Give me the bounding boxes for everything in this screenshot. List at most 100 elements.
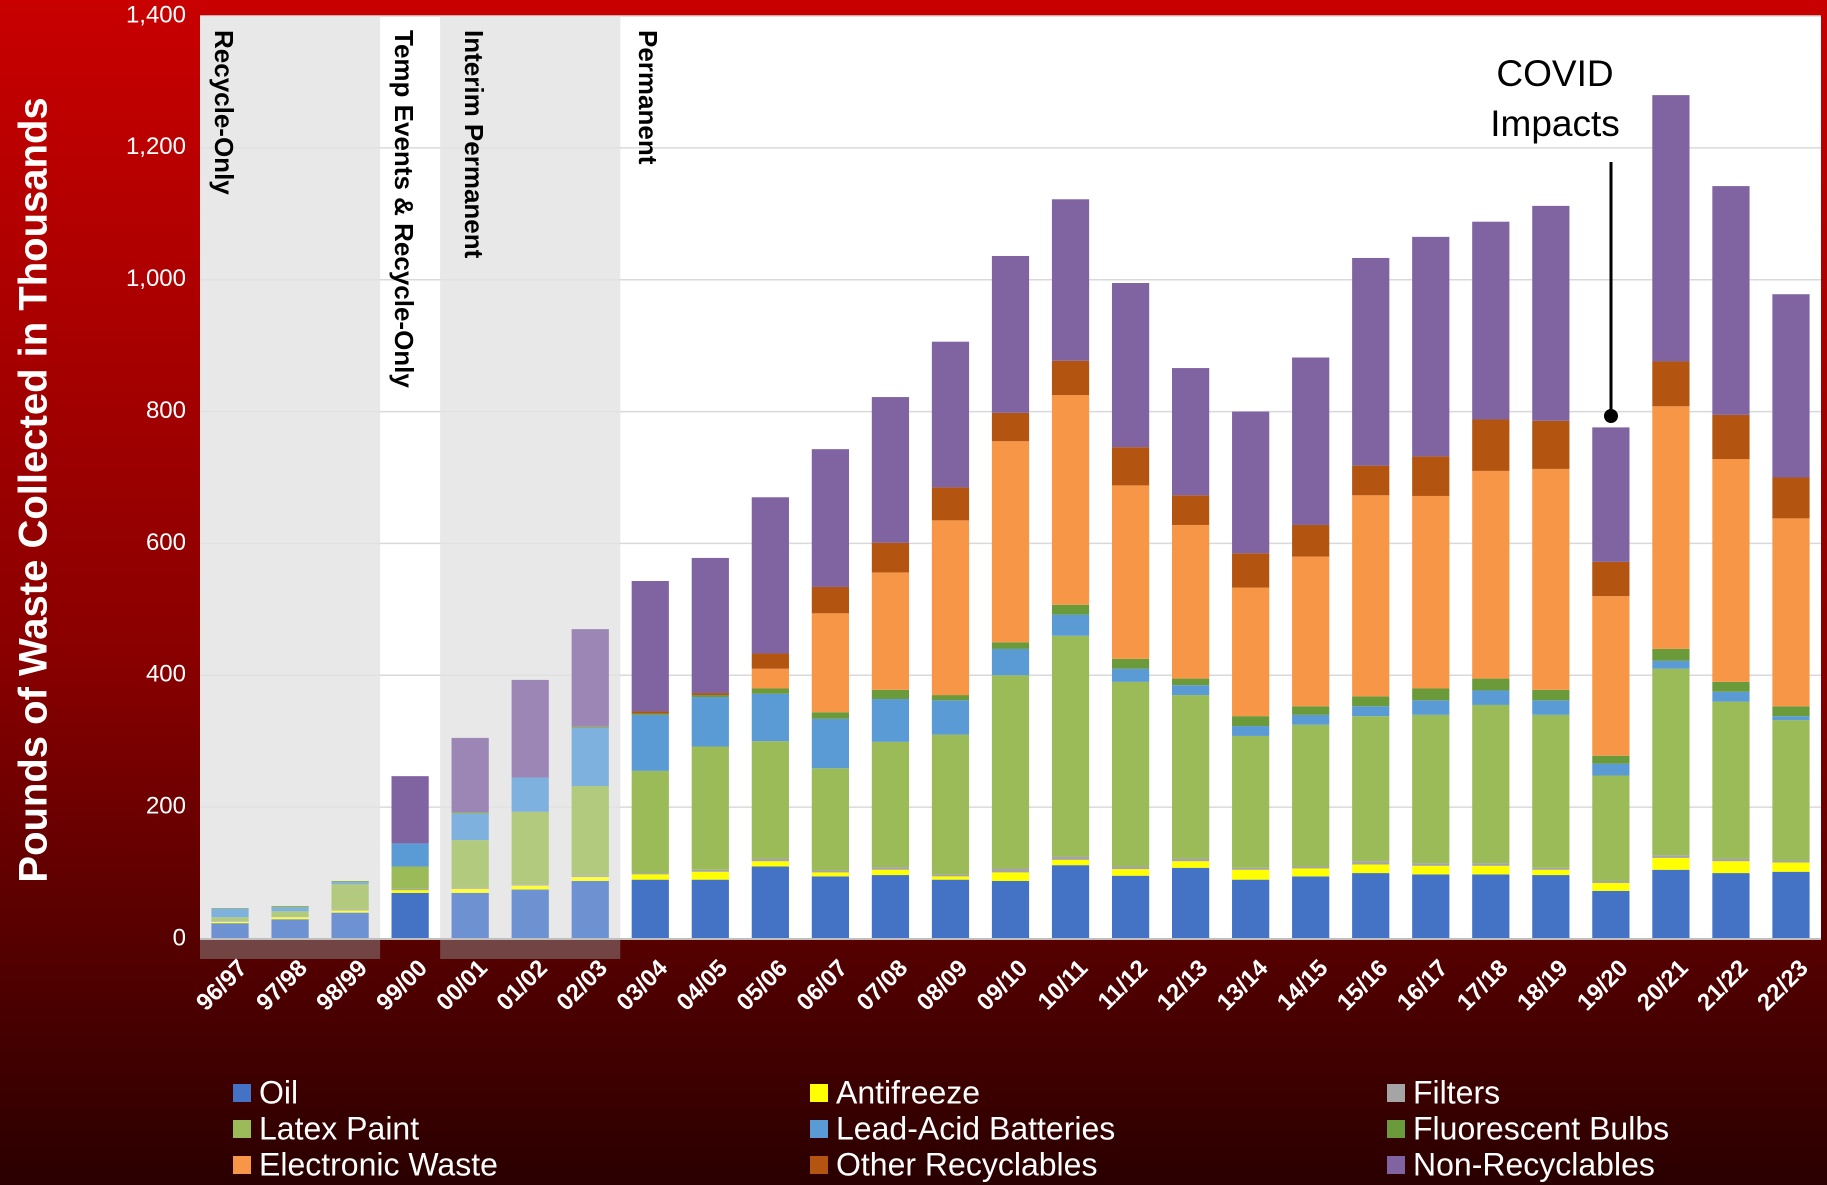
bar-segment xyxy=(331,882,369,885)
bar-segment xyxy=(1232,735,1270,868)
bar-segment xyxy=(1051,395,1090,605)
y-axis-title: Pounds of Waste Collected in Thousands xyxy=(12,97,56,882)
bar-segment xyxy=(811,768,850,871)
bar-segment xyxy=(691,697,729,747)
bar-segment xyxy=(1111,658,1150,669)
bar-segment xyxy=(1472,419,1510,471)
bar-segment xyxy=(631,770,669,874)
bar-segment xyxy=(1232,726,1270,736)
bar-segment xyxy=(1532,700,1570,715)
bar-segment xyxy=(1652,406,1690,649)
bar-segment xyxy=(211,921,249,922)
bar-segment xyxy=(931,874,970,877)
bar-segment xyxy=(991,412,1030,442)
bar-segment xyxy=(1772,860,1810,863)
bar-segment xyxy=(391,866,429,889)
bar-segment xyxy=(211,921,249,924)
bar-segment xyxy=(211,908,249,918)
bar-segment xyxy=(1412,456,1450,496)
bar-segment xyxy=(1171,368,1210,496)
y-tick-label: 1,200 xyxy=(126,133,186,160)
bar-segment xyxy=(1412,688,1450,701)
bar-segment xyxy=(1292,706,1330,715)
bar-segment xyxy=(1712,459,1750,682)
bar-segment xyxy=(1532,867,1570,870)
y-tick-label: 200 xyxy=(146,792,186,819)
era-shade-foot xyxy=(440,939,621,959)
bar-segment xyxy=(991,868,1030,873)
bar-segment xyxy=(991,880,1030,939)
bar-segment xyxy=(991,441,1030,643)
bar-segment xyxy=(1592,596,1630,756)
y-tick-label: 600 xyxy=(146,529,186,556)
bar-segment xyxy=(1772,862,1810,872)
bar-segment xyxy=(751,866,789,939)
era-label: Recycle-Only xyxy=(209,30,239,195)
bar-segment xyxy=(1712,691,1750,702)
bar-segment xyxy=(1532,689,1570,701)
era-overlay xyxy=(440,16,621,939)
bar-segment xyxy=(1352,706,1390,717)
bar-segment xyxy=(1292,866,1330,869)
bar-segment xyxy=(871,397,910,543)
bar-segment xyxy=(271,906,309,908)
bar-segment xyxy=(691,871,729,880)
bar-segment xyxy=(1051,199,1090,361)
bar-segment xyxy=(391,843,429,867)
legend-label: Antifreeze xyxy=(836,1074,980,1110)
bar-segment xyxy=(451,840,489,888)
bar-segment xyxy=(1111,447,1150,486)
bar-segment xyxy=(931,734,970,875)
era-overlay xyxy=(200,16,381,939)
bar-segment xyxy=(991,648,1030,676)
bar-segment xyxy=(571,726,609,729)
bar-segment xyxy=(511,777,549,812)
bar-segment xyxy=(1171,678,1210,686)
bar-segment xyxy=(1232,869,1270,880)
bar-segment xyxy=(511,884,549,886)
bar-segment xyxy=(571,875,609,878)
bar-segment xyxy=(1652,95,1690,362)
bar-segment xyxy=(211,917,249,922)
bar-segment xyxy=(391,776,429,844)
bar-segment xyxy=(631,873,669,875)
bar-segment xyxy=(1472,470,1510,679)
bar-segment xyxy=(1772,706,1810,717)
bar-segment xyxy=(1171,524,1210,679)
bar-segment xyxy=(1111,866,1150,870)
bar-segment xyxy=(691,879,729,939)
bar-segment xyxy=(871,699,910,742)
bar-segment xyxy=(451,812,489,814)
bar-segment xyxy=(331,880,369,883)
bar-segment xyxy=(1051,360,1090,396)
bar-segment xyxy=(571,629,609,727)
bar-segment xyxy=(991,255,1030,413)
bar-segment xyxy=(811,870,850,873)
bar-segment xyxy=(991,872,1030,881)
bar-segment xyxy=(811,712,850,719)
bar-segment xyxy=(511,811,549,885)
era-label: Permanent xyxy=(633,30,663,165)
legend-swatch xyxy=(233,1084,251,1102)
bar-segment xyxy=(631,714,669,771)
legend-swatch xyxy=(233,1156,251,1174)
bar-segment xyxy=(931,341,970,488)
bar-segment xyxy=(631,879,669,939)
bar-segment xyxy=(391,888,429,891)
bar-segment xyxy=(931,700,970,735)
bar-segment xyxy=(1292,524,1330,557)
bar-segment xyxy=(1412,236,1450,457)
bar-segment xyxy=(1592,880,1630,883)
bar-segment xyxy=(1532,468,1570,690)
bar-segment xyxy=(1292,868,1330,877)
bar-segment xyxy=(1652,361,1690,407)
bar-segment xyxy=(811,876,850,939)
bar-segment xyxy=(1232,716,1270,727)
bar-segment xyxy=(571,880,609,939)
bar-segment xyxy=(1352,696,1390,707)
covid-label: COVID xyxy=(1496,53,1613,94)
bar-segment xyxy=(751,858,789,862)
bar-segment xyxy=(1592,882,1630,891)
bar-segment xyxy=(1051,604,1090,615)
